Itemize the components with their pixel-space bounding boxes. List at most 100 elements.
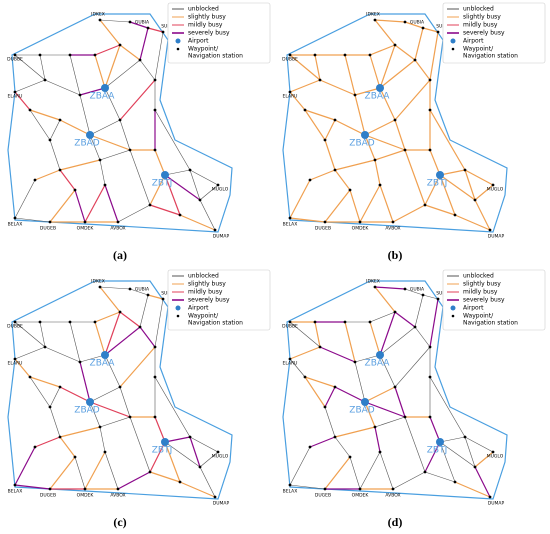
waypoint [118,310,122,314]
airport-label: ZBTJ [152,446,173,456]
boundary [7,280,233,500]
route [74,456,86,490]
legend-label: Airport [463,305,484,312]
waypoint-label: ELARU [8,94,23,100]
legend-swatch [175,38,181,44]
waypoint [488,495,492,499]
waypoint [473,465,477,469]
waypoint-label: ELARU [283,361,298,367]
waypoint-label: IDKEX [366,279,380,285]
route [119,311,141,328]
waypoint-label: DUMAP [213,234,230,240]
legend-label: Navigation station [188,53,243,60]
waypoint [391,487,395,491]
waypoint [463,168,467,172]
waypoint-label: ELARU [283,94,298,100]
panel-caption: (c) [113,515,126,529]
route [154,376,191,438]
route [334,436,351,458]
waypoint-label: GUBIA [410,20,425,26]
waypoint [453,480,457,484]
route [164,436,191,443]
route [119,79,156,121]
waypoint [93,320,97,324]
route [424,441,441,473]
route [304,109,336,121]
waypoint [78,360,82,364]
legend-swatch [450,38,456,44]
route [94,44,121,56]
route [79,94,91,136]
waypoint [118,118,122,122]
route [289,91,306,111]
route [104,451,119,490]
airport-label: ZBTJ [427,446,448,456]
panel: ZBAAZBADZBTJIDKEXGUBIASUBUBDUBBEELARUMUG… [282,269,546,529]
route [119,346,156,388]
waypoint [93,53,97,57]
route [334,159,376,171]
route [79,361,91,403]
route [379,451,394,490]
legend-label: unblocked [188,273,219,280]
waypoint [318,345,322,349]
legend-label: slightly busy [188,14,226,21]
route [364,401,376,428]
route [49,139,61,171]
route [379,326,416,356]
route [404,21,424,29]
route [334,426,376,438]
route [309,436,336,448]
route [464,436,476,468]
route [474,451,494,468]
route [429,109,466,171]
route [344,321,356,363]
route [44,79,81,96]
waypoint [378,183,382,187]
waypoint-label: OMDEK [352,493,370,499]
route [69,54,81,96]
waypoint [98,285,102,289]
waypoint [161,297,165,301]
route [464,169,476,201]
waypoint [58,435,62,439]
waypoint [73,188,77,192]
airport [161,171,169,179]
route [104,354,121,388]
waypoint [98,425,102,429]
route [304,376,336,388]
route [89,401,101,428]
route [49,119,61,141]
waypoint [146,293,150,297]
route [429,149,441,176]
route [464,436,494,453]
waypoint [128,20,132,24]
waypoint [128,415,132,419]
route [289,484,326,490]
route [59,159,101,171]
route [374,159,381,186]
route [14,484,51,490]
route [84,451,106,490]
waypoint [393,43,397,47]
route [164,174,201,201]
waypoint [288,216,292,220]
route [14,91,31,111]
legend-label: Airport [188,305,209,312]
route [104,87,121,121]
waypoint [58,118,62,122]
airport-label: ZBAD [74,139,99,149]
route [414,326,431,348]
route [349,189,361,223]
waypoint [308,178,312,182]
route [199,451,219,468]
legend-swatch [176,314,180,318]
legend-label: unblocked [188,6,219,13]
waypoint [153,108,157,112]
waypoint-label: IDKEX [366,12,380,18]
route [89,401,131,418]
waypoint [436,297,440,301]
route [392,471,426,490]
route [439,169,466,176]
